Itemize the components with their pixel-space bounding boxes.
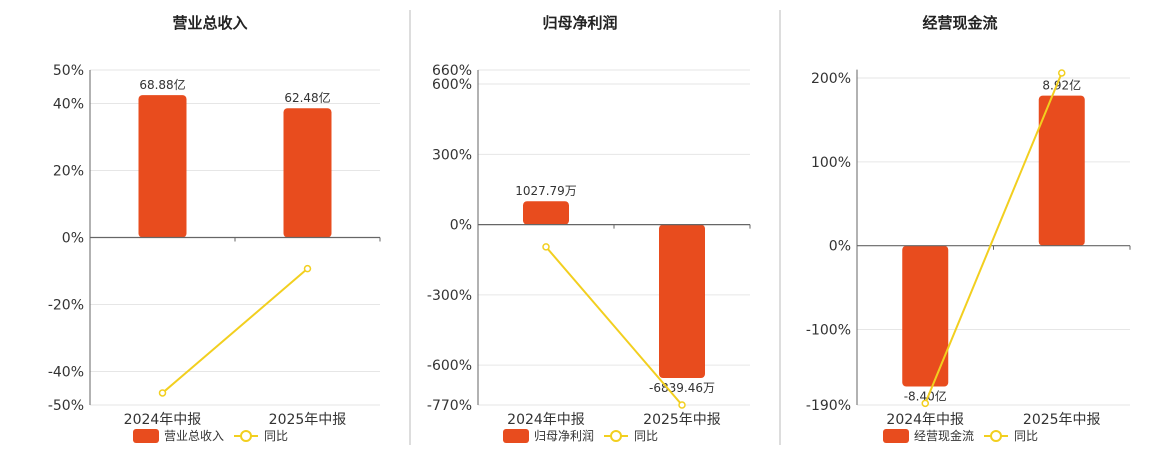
y-tick-label: 200% bbox=[811, 71, 851, 87]
yoy-point bbox=[542, 243, 550, 251]
y-tick-label: -300% bbox=[427, 288, 472, 304]
y-tick-label: 50% bbox=[53, 63, 84, 79]
legend-line-label: 同比 bbox=[634, 429, 658, 443]
yoy-point bbox=[1058, 69, 1066, 77]
yoy-point bbox=[678, 401, 686, 409]
chart-panel-2: 归母净利润 660%600% 300% 0% -300% -600% -770% 1027.7… bbox=[427, 14, 751, 443]
x-category-label: 2025年中报 bbox=[1023, 412, 1101, 428]
x-category-label: 2024年中报 bbox=[886, 412, 964, 428]
y-tick-label: -50% bbox=[48, 398, 84, 414]
yoy-line bbox=[924, 72, 1063, 404]
chart-panel-3: 经营现金流 200% 100% 0% -100% -190% -8.40亿 8.92亿 2024… bbox=[806, 14, 1131, 443]
bar bbox=[902, 245, 949, 387]
legend-line-label: 同比 bbox=[264, 429, 288, 443]
legend-bar-label: 经营现金流 bbox=[914, 428, 974, 443]
y-tick-label: 100% bbox=[811, 155, 851, 171]
y-tick-label: 0% bbox=[829, 239, 851, 255]
bar bbox=[138, 95, 187, 238]
chart-title: 营业总收入 bbox=[172, 14, 247, 32]
yoy-point bbox=[303, 264, 312, 273]
legend-line-marker bbox=[240, 430, 252, 442]
yoy-point bbox=[158, 389, 167, 397]
bar-data-label: 62.48亿 bbox=[284, 90, 330, 105]
y-tick-label: 20% bbox=[53, 164, 84, 180]
legend-line-marker bbox=[610, 430, 622, 442]
yoy-line bbox=[161, 267, 309, 394]
bar bbox=[523, 201, 569, 225]
legend-bar-label: 营业总收入 bbox=[164, 429, 224, 443]
y-tick-label: 40% bbox=[53, 97, 84, 113]
legend-bar-swatch bbox=[133, 429, 159, 443]
bar bbox=[659, 224, 705, 379]
y-tick-label: -40% bbox=[48, 365, 84, 381]
chart-title: 经营现金流 bbox=[922, 14, 997, 32]
y-tick-label: 660% bbox=[432, 63, 472, 79]
bar-data-label: -6839.46万 bbox=[649, 381, 715, 395]
y-tick-label: -770% bbox=[427, 398, 472, 414]
y-tick-label: 300% bbox=[432, 147, 472, 163]
legend-bar-swatch bbox=[503, 429, 529, 443]
legend-bar-swatch bbox=[883, 429, 909, 443]
y-tick-label: 0% bbox=[62, 231, 84, 247]
legend-line-label: 同比 bbox=[1014, 429, 1038, 443]
y-tick-label: -20% bbox=[48, 298, 84, 314]
legend-bar-label: 归母净利润 bbox=[534, 429, 594, 443]
bar-data-label: -8.40亿 bbox=[904, 389, 947, 404]
chart-title: 归母净利润 bbox=[542, 14, 617, 32]
x-category-label: 2024年中报 bbox=[507, 412, 585, 428]
y-tick-label: 600% bbox=[432, 77, 472, 93]
x-category-label: 2025年中报 bbox=[269, 412, 347, 428]
bar-data-label: 8.92亿 bbox=[1042, 78, 1081, 93]
bar-data-label: 68.88亿 bbox=[139, 77, 185, 92]
chart-panel-1: 营业总收入 50% 40% 20% 0% -20% -40% -50% 68.88亿 62.48亿… bbox=[48, 14, 381, 443]
bar bbox=[283, 108, 332, 238]
yoy-line bbox=[545, 246, 683, 406]
y-tick-label: -600% bbox=[427, 358, 472, 374]
yoy-point bbox=[921, 399, 929, 408]
legend-line-marker bbox=[990, 430, 1002, 442]
y-tick-label: 0% bbox=[450, 218, 472, 234]
bar-data-label: 1027.79万 bbox=[515, 184, 577, 198]
x-category-label: 2024年中报 bbox=[124, 412, 202, 428]
y-tick-label: -100% bbox=[806, 323, 851, 339]
x-category-label: 2025年中报 bbox=[643, 412, 721, 428]
y-tick-label: -190% bbox=[806, 398, 851, 414]
bar bbox=[1038, 95, 1085, 246]
